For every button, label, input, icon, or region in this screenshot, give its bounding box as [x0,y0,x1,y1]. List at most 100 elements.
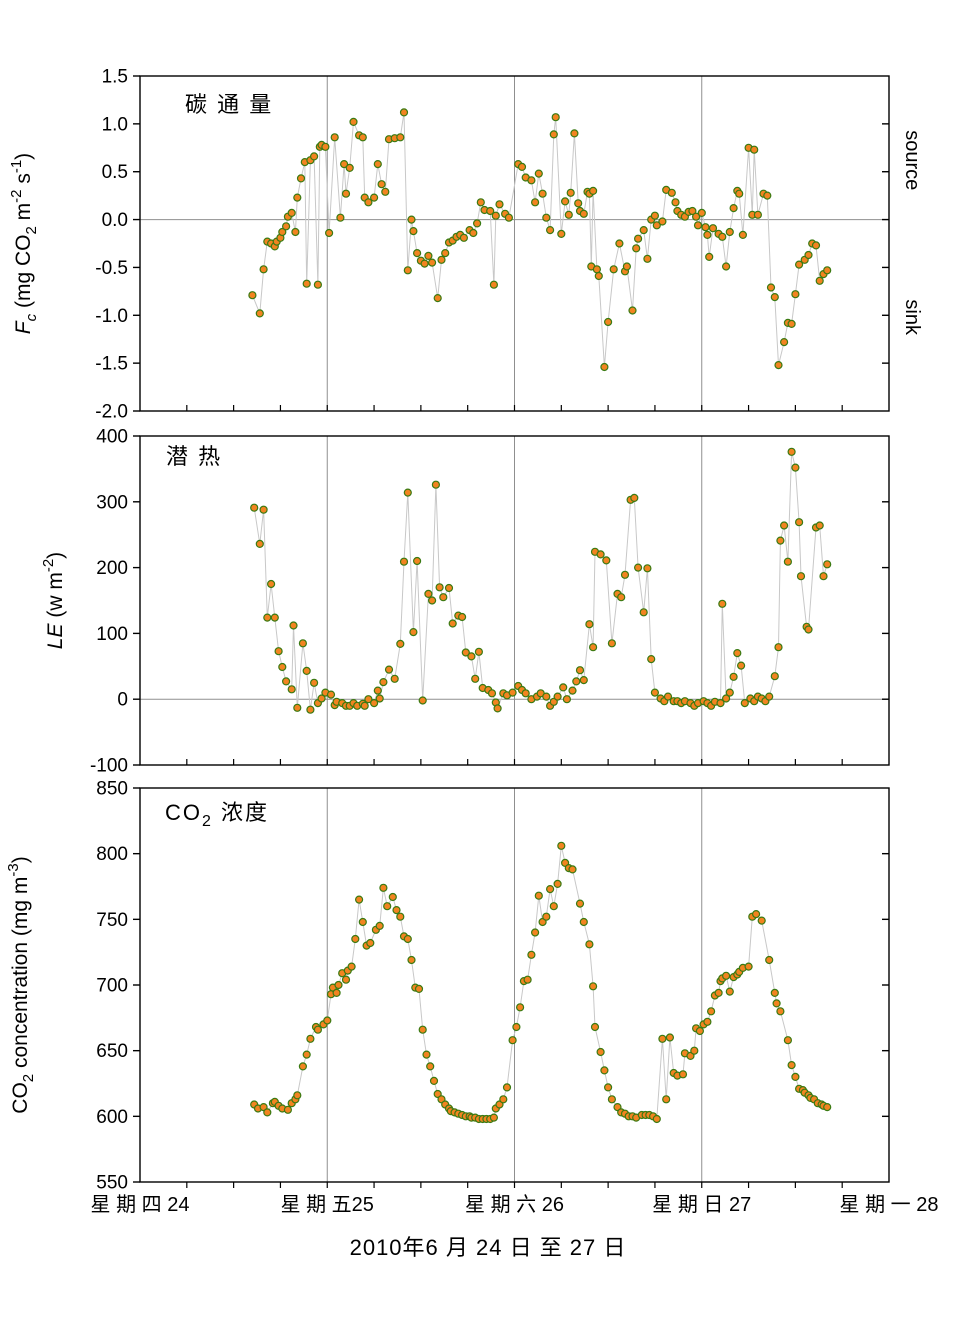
data-point [287,208,296,217]
data-point [572,677,581,686]
data-point [787,447,796,456]
data-point [366,938,375,948]
y-tick-label: -1.0 [95,306,128,327]
data-point [384,665,394,674]
data-point [705,252,714,261]
data-point [575,899,585,908]
data-point [594,271,603,281]
data-point [293,703,302,712]
data-point [270,613,279,622]
data-point [706,1007,716,1016]
data-point [579,675,588,685]
data-point [615,239,624,248]
data-point [403,488,412,497]
data-point [250,503,259,512]
data-point [431,480,440,489]
data-point [439,593,448,602]
data-point [557,229,566,238]
data-point [815,521,824,530]
data-point [287,685,296,694]
data-point [757,916,766,925]
data-point [458,612,467,622]
y-tick-label: 600 [96,1107,128,1128]
y-tick-label: 100 [96,624,128,645]
data-point [658,1034,667,1043]
data-point [811,241,821,250]
data-point [403,934,412,944]
data-point [783,557,793,566]
data-point [517,162,527,171]
data-point [296,174,306,183]
data-point [310,678,319,687]
data-point [418,696,427,705]
data-point [375,921,384,931]
data-point [603,1083,613,1092]
data-point [697,208,706,217]
data-point [617,593,626,602]
data-point [643,254,652,263]
data-point [770,672,779,681]
data-point [603,317,613,327]
data-point [534,169,543,178]
data-point [549,902,558,911]
data-point [435,583,444,592]
data-point [441,249,450,258]
data-point [545,226,555,235]
data-point [364,695,373,704]
data-point [590,1022,600,1032]
data-point [298,639,307,648]
data-point [486,206,495,216]
data-point [521,689,530,698]
data-point [588,643,598,652]
data-point [721,694,731,703]
data-point [409,627,418,637]
data-point [426,1062,435,1071]
data-point [770,988,779,998]
data-point [493,704,502,713]
data-point [390,674,399,683]
data-point [725,227,734,237]
data-point [779,338,789,347]
data-point [527,176,536,185]
data-point [791,290,800,299]
data-point [336,213,345,222]
data-point [691,212,701,221]
data-point [278,227,287,237]
data-point [471,674,480,683]
data-point [585,620,594,629]
x-axis-labels: 星 期 四 24 星 期 五25 星 期 六 26 星 期 日 27 星 期 一 28 [91,1193,939,1216]
x-tick-label: 星 期 五25 [281,1194,374,1216]
data-point [549,130,558,139]
data-point [534,891,543,900]
data-point [560,197,570,206]
data-point [523,975,532,984]
data-point [622,262,632,271]
data-point [766,283,776,292]
data-point [794,260,804,269]
data-point [310,152,319,161]
data-point [575,666,585,675]
data-point [630,493,639,502]
sink-label: sink [901,299,923,336]
y-tick-label: -100 [90,756,128,777]
data-point [377,180,386,189]
data-point [701,223,710,232]
y-tick-label: -1.5 [95,354,128,375]
y-tick-label: 0.0 [102,210,128,231]
data-point [358,133,367,142]
data-point [407,955,416,965]
data-point [527,950,536,959]
source-label: source [901,130,923,190]
data-point [345,163,354,172]
data-point [302,279,311,288]
data-point [461,648,470,657]
data-point [325,228,334,238]
data-point [364,198,373,207]
data-point [823,1102,832,1112]
data-point [263,1108,272,1117]
data-point [600,1066,609,1075]
co2-series [250,841,832,1124]
data-point [652,1114,661,1124]
data-point [508,1036,517,1045]
